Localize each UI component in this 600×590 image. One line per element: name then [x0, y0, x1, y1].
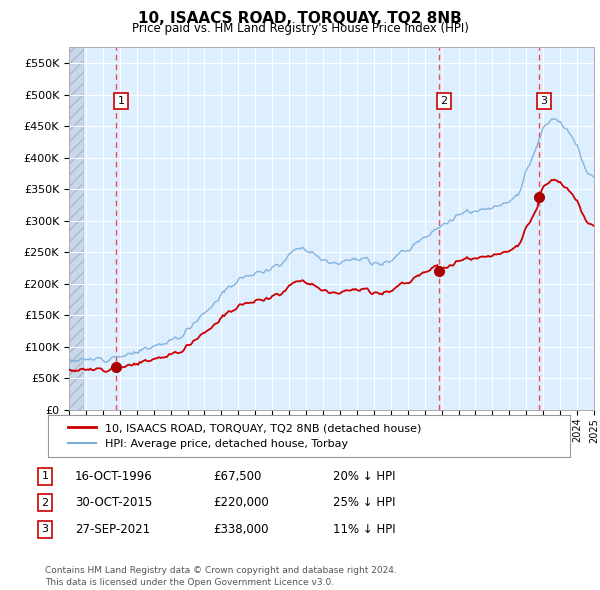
Text: 1: 1: [118, 96, 125, 106]
Text: 3: 3: [41, 525, 49, 534]
Text: 3: 3: [541, 96, 547, 106]
Legend: 10, ISAACS ROAD, TORQUAY, TQ2 8NB (detached house), HPI: Average price, detached: 10, ISAACS ROAD, TORQUAY, TQ2 8NB (detac…: [64, 419, 426, 453]
Text: £67,500: £67,500: [213, 470, 262, 483]
Text: 2: 2: [41, 498, 49, 507]
Text: Contains HM Land Registry data © Crown copyright and database right 2024.
This d: Contains HM Land Registry data © Crown c…: [45, 566, 397, 587]
Text: £338,000: £338,000: [213, 523, 269, 536]
Text: 11% ↓ HPI: 11% ↓ HPI: [333, 523, 395, 536]
Bar: [69, 47, 83, 410]
Text: 20% ↓ HPI: 20% ↓ HPI: [333, 470, 395, 483]
Text: £220,000: £220,000: [213, 496, 269, 509]
Text: 25% ↓ HPI: 25% ↓ HPI: [333, 496, 395, 509]
Text: 16-OCT-1996: 16-OCT-1996: [75, 470, 153, 483]
Text: 1: 1: [41, 471, 49, 481]
Text: 30-OCT-2015: 30-OCT-2015: [75, 496, 152, 509]
Text: Price paid vs. HM Land Registry's House Price Index (HPI): Price paid vs. HM Land Registry's House …: [131, 22, 469, 35]
Text: 2: 2: [440, 96, 448, 106]
Text: 27-SEP-2021: 27-SEP-2021: [75, 523, 150, 536]
Text: 10, ISAACS ROAD, TORQUAY, TQ2 8NB: 10, ISAACS ROAD, TORQUAY, TQ2 8NB: [138, 11, 462, 25]
